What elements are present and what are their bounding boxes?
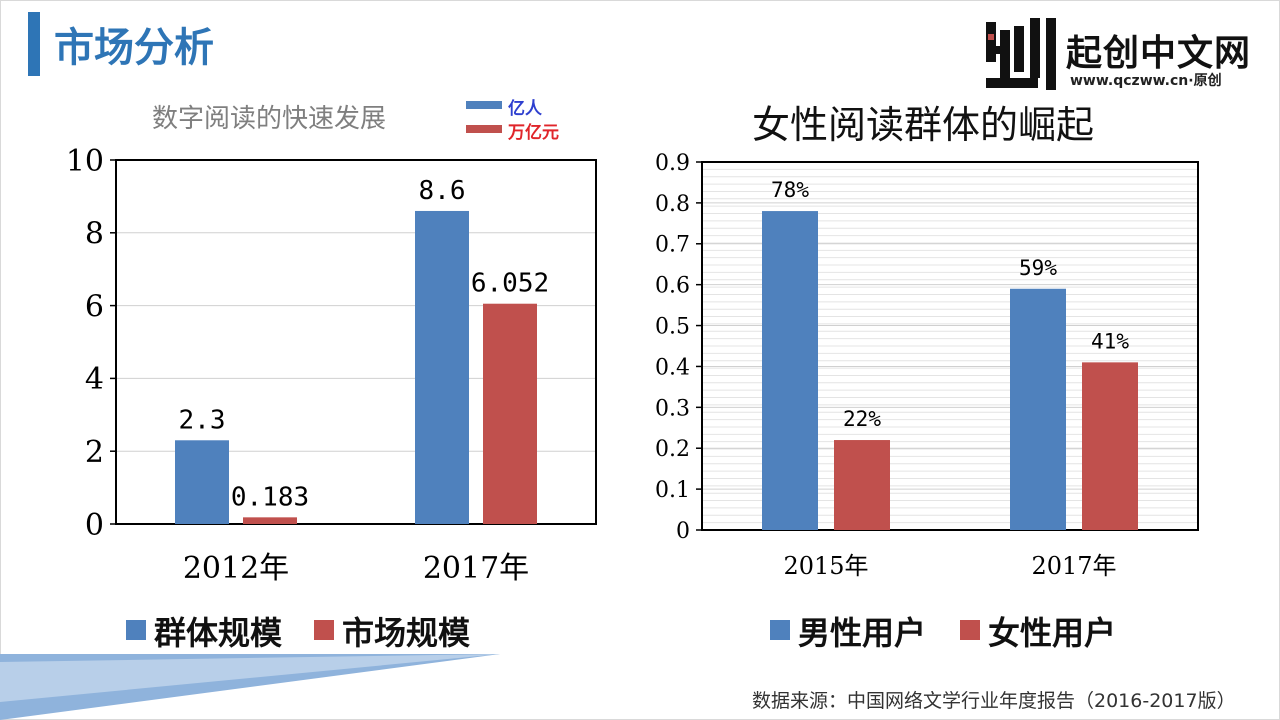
y-tick-label: 0 — [676, 519, 690, 544]
data-label: 41% — [1091, 329, 1129, 353]
y-tick-label: 0.6 — [655, 274, 690, 299]
y-tick-label: 0.1 — [655, 478, 690, 503]
data-label: 78% — [771, 178, 809, 202]
decorative-wedge — [0, 654, 500, 720]
unit-swatch — [466, 125, 502, 133]
bar — [1082, 362, 1138, 530]
data-label: 0.183 — [231, 482, 309, 512]
legend-swatch — [314, 620, 334, 640]
legend-swatch — [770, 620, 790, 640]
x-tick-label: 2017年 — [423, 551, 529, 586]
bar — [175, 440, 229, 524]
bar — [1010, 288, 1066, 530]
legend-label: 群体规模 — [154, 614, 283, 652]
legend-label: 市场规模 — [342, 614, 471, 652]
y-tick-label: 0.3 — [655, 396, 690, 421]
title-accent-bar — [28, 12, 40, 76]
y-tick-label: 8 — [85, 217, 104, 252]
logo-url: www.qczww.cn·原创 — [1070, 73, 1222, 89]
chart2-title: 女性阅读群体的崛起 — [752, 103, 1095, 147]
data-source-note: 数据来源：中国网络文学行业年度报告（2016-2017版） — [752, 690, 1236, 712]
legend-swatch — [126, 620, 146, 640]
page-title: 市场分析 — [54, 25, 214, 71]
data-label: 2.3 — [179, 405, 226, 435]
x-tick-label: 2017年 — [1031, 552, 1116, 580]
chart1-title: 数字阅读的快速发展 — [152, 104, 387, 134]
y-tick-label: 0.5 — [655, 314, 690, 339]
legend-label: 女性用户 — [988, 614, 1117, 652]
bar — [243, 517, 297, 524]
y-tick-label: 2 — [85, 435, 104, 470]
y-tick-label: 0 — [85, 508, 104, 543]
legend-label: 男性用户 — [798, 614, 927, 652]
logo-name: 起创中文网 — [1066, 32, 1252, 74]
unit-label: 万亿元 — [508, 123, 559, 143]
data-label: 6.052 — [471, 269, 549, 299]
bar — [762, 211, 818, 531]
x-tick-label: 2012年 — [183, 551, 289, 586]
y-tick-label: 6 — [85, 289, 104, 324]
y-tick-label: 4 — [85, 362, 104, 397]
logo-mark-icon — [986, 18, 1056, 90]
chart1-legend: 群体规模 市场规模 — [126, 606, 526, 652]
legend-swatch — [960, 620, 980, 640]
y-tick-label: 0.8 — [655, 192, 690, 217]
chart-digital-reading: 0 2 4 6 8 10 2.3 0.183 2012年 8.6 6.052 2017年 — [66, 144, 597, 586]
data-label: 59% — [1019, 256, 1057, 280]
x-tick-label: 2015年 — [783, 552, 868, 580]
plot-frame — [701, 161, 1199, 531]
data-label: 8.6 — [419, 176, 466, 206]
data-label: 22% — [843, 407, 881, 431]
chart2-legend: 男性用户 女性用户 — [770, 606, 1170, 652]
unit-label: 亿人 — [508, 99, 542, 119]
bar — [834, 440, 890, 530]
unit-legend-item: 亿人 — [466, 94, 586, 119]
bar — [483, 303, 537, 524]
unit-swatch — [466, 101, 502, 109]
y-tick-label: 0.9 — [655, 151, 690, 176]
y-tick-label: 10 — [66, 144, 104, 179]
y-tick-label: 0.7 — [655, 233, 690, 258]
site-logo: 起创中文网 www.qczww.cn·原创 — [984, 16, 1274, 100]
plot-frame — [115, 159, 597, 525]
chart-female-readers: 0 0.1 0.2 0.3 0.4 0.5 0.6 0.7 0.8 0.9 78% 22% 2015年 5… — [655, 151, 1199, 580]
y-tick-label: 0.2 — [655, 437, 690, 462]
unit-legend-item: 万亿元 — [466, 118, 586, 143]
bar — [415, 210, 469, 524]
y-tick-label: 0.4 — [655, 355, 690, 380]
